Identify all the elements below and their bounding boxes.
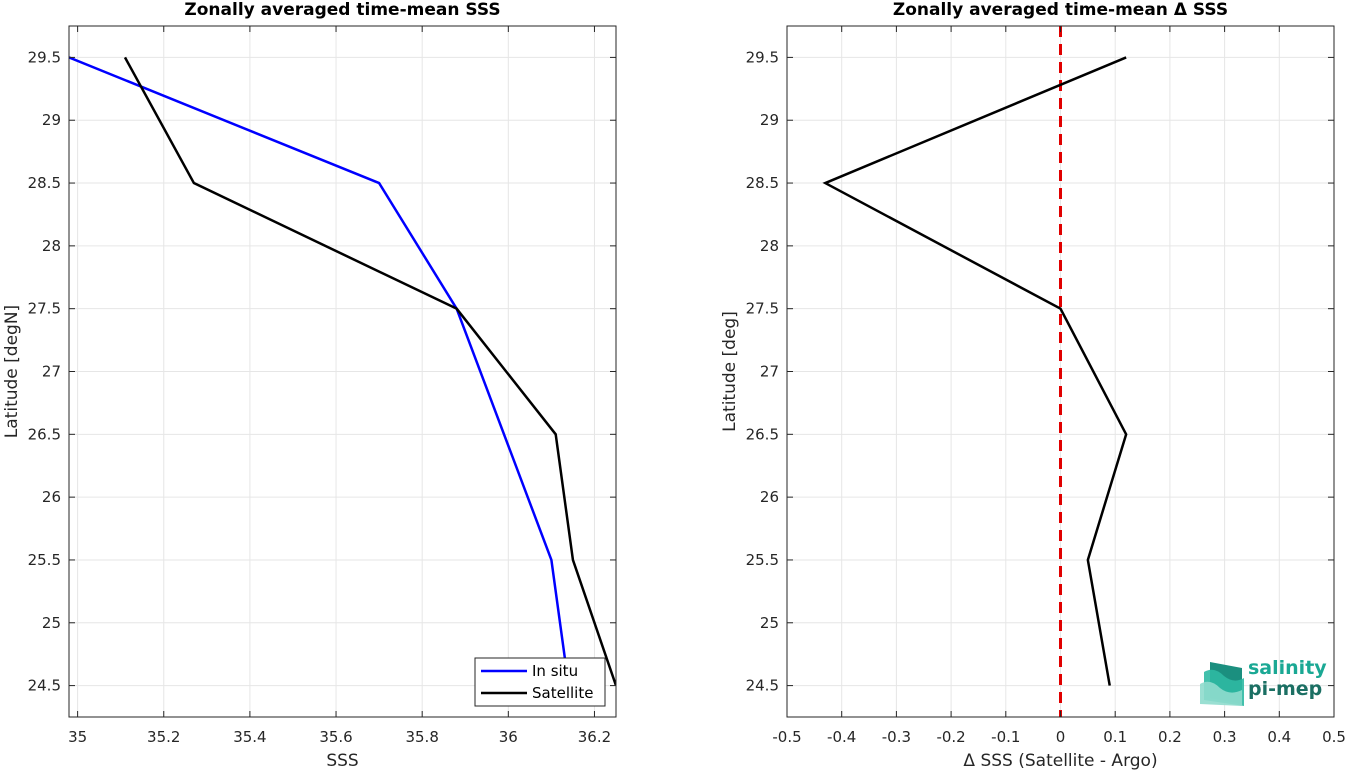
wave-logo-icon <box>1200 662 1244 706</box>
left-y-tick-label: 26.5 <box>28 425 61 443</box>
right-x-tick-label: -0.3 <box>882 728 911 746</box>
left-y-tick-label: 27 <box>42 363 61 381</box>
logo-line-1: salinity <box>1248 657 1327 679</box>
left-y-tick-label: 27.5 <box>28 300 61 318</box>
left-x-axis-label: SSS <box>326 751 358 770</box>
left-x-tick-label: 36.2 <box>578 728 611 746</box>
left-x-tick-label: 35.2 <box>147 728 180 746</box>
right-y-tick-label: 26.5 <box>746 425 779 443</box>
left-y-tick-label: 29 <box>42 111 61 129</box>
left-y-tick-label: 28 <box>42 237 61 255</box>
right-y-tick-label: 25.5 <box>746 551 779 569</box>
right-y-tick-label: 24.5 <box>746 677 779 695</box>
right-x-tick-label: -0.5 <box>772 728 801 746</box>
right-x-tick-label: -0.2 <box>936 728 965 746</box>
left-legend: In situ Satellite <box>474 657 606 707</box>
right-y-tick-label: 28.5 <box>746 174 779 192</box>
right-x-axis-label: Δ SSS (Satellite - Argo) <box>963 751 1157 770</box>
left-y-tick-label: 26 <box>42 488 61 506</box>
left-chart-title: Zonally averaged time-mean SSS <box>184 0 500 20</box>
right-chart-title: Zonally averaged time-mean Δ SSS <box>893 0 1228 20</box>
right-x-tick-label: 0.4 <box>1267 728 1291 746</box>
right-y-axis-label: Latitude [deg] <box>720 311 740 432</box>
right-y-tick-label: 25 <box>760 614 779 632</box>
right-y-tick-label: 28 <box>760 237 779 255</box>
left-x-tick-label: 36 <box>499 728 518 746</box>
left-y-tick-label: 24.5 <box>28 677 61 695</box>
right-x-tick-label: -0.4 <box>827 728 856 746</box>
right-y-tick-label: 27.5 <box>746 300 779 318</box>
right-series-delta-line <box>822 56 1128 686</box>
right-x-tick-label: 0.2 <box>1158 728 1182 746</box>
legend-box <box>474 657 606 707</box>
left-y-tick-label: 25 <box>42 614 61 632</box>
salinity-pimep-logo: salinity pi-mep <box>1198 658 1338 708</box>
left-y-tick-label: 28.5 <box>28 174 61 192</box>
right-x-tick-label: -0.1 <box>991 728 1020 746</box>
legend-label-in-situ: In situ <box>532 662 578 680</box>
left-x-tick-label: 35 <box>68 728 87 746</box>
left-series-satellite-line <box>123 56 616 686</box>
right-x-tick-label: 0.5 <box>1322 728 1346 746</box>
left-x-tick-label: 35.4 <box>233 728 266 746</box>
right-x-tick-label: 0.3 <box>1213 728 1237 746</box>
left-x-tick-label: 35.8 <box>405 728 438 746</box>
left-y-axis-label: Latitude [degN] <box>2 305 22 438</box>
logo-line-2: pi-mep <box>1248 678 1323 700</box>
left-y-tick-label: 25.5 <box>28 551 61 569</box>
right-y-tick-label: 29 <box>760 111 779 129</box>
left-x-tick-label: 35.6 <box>319 728 352 746</box>
left-chart: 35 35.2 35.4 35.6 35.8 36 36.2 24.5 25 25.5 26 26.5… <box>2 0 617 770</box>
right-y-tick-label: 27 <box>760 363 779 381</box>
right-x-tick-label: 0 <box>1056 728 1066 746</box>
left-y-tick-label: 29.5 <box>28 48 61 66</box>
right-chart: -0.5 -0.4 -0.3 -0.2 -0.1 0 0.1 0.2 0.3 0.4 0.5 24.5… <box>720 0 1346 770</box>
right-x-tick-label: 0.1 <box>1103 728 1127 746</box>
legend-label-satellite: Satellite <box>532 684 593 702</box>
right-y-tick-label: 29.5 <box>746 48 779 66</box>
right-y-tick-label: 26 <box>760 488 779 506</box>
